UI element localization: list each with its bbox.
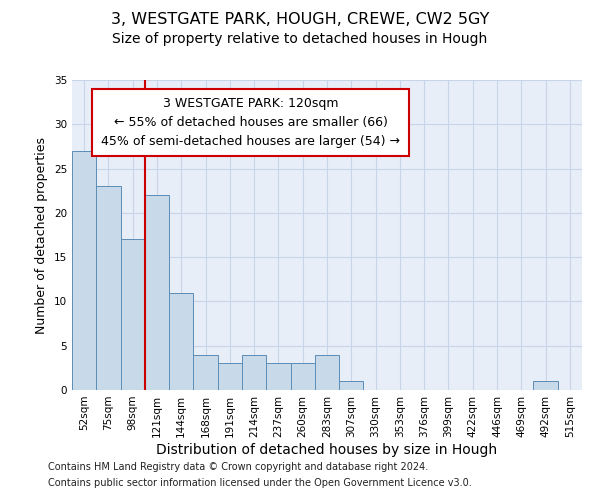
X-axis label: Distribution of detached houses by size in Hough: Distribution of detached houses by size …	[157, 442, 497, 456]
Bar	[242, 354, 266, 390]
Bar	[266, 364, 290, 390]
Bar	[121, 240, 145, 390]
Text: 3 WESTGATE PARK: 120sqm
← 55% of detached houses are smaller (66)
45% of semi-de: 3 WESTGATE PARK: 120sqm ← 55% of detache…	[101, 97, 400, 148]
Bar	[290, 364, 315, 390]
FancyBboxPatch shape	[92, 90, 409, 156]
Bar	[193, 354, 218, 390]
Bar	[72, 151, 96, 390]
Bar	[218, 364, 242, 390]
Bar	[169, 292, 193, 390]
Text: Contains public sector information licensed under the Open Government Licence v3: Contains public sector information licen…	[48, 478, 472, 488]
Bar	[533, 381, 558, 390]
Bar	[315, 354, 339, 390]
Y-axis label: Number of detached properties: Number of detached properties	[35, 136, 49, 334]
Bar	[145, 195, 169, 390]
Bar	[339, 381, 364, 390]
Bar	[96, 186, 121, 390]
Text: Contains HM Land Registry data © Crown copyright and database right 2024.: Contains HM Land Registry data © Crown c…	[48, 462, 428, 472]
Text: Size of property relative to detached houses in Hough: Size of property relative to detached ho…	[112, 32, 488, 46]
Text: 3, WESTGATE PARK, HOUGH, CREWE, CW2 5GY: 3, WESTGATE PARK, HOUGH, CREWE, CW2 5GY	[111, 12, 489, 28]
